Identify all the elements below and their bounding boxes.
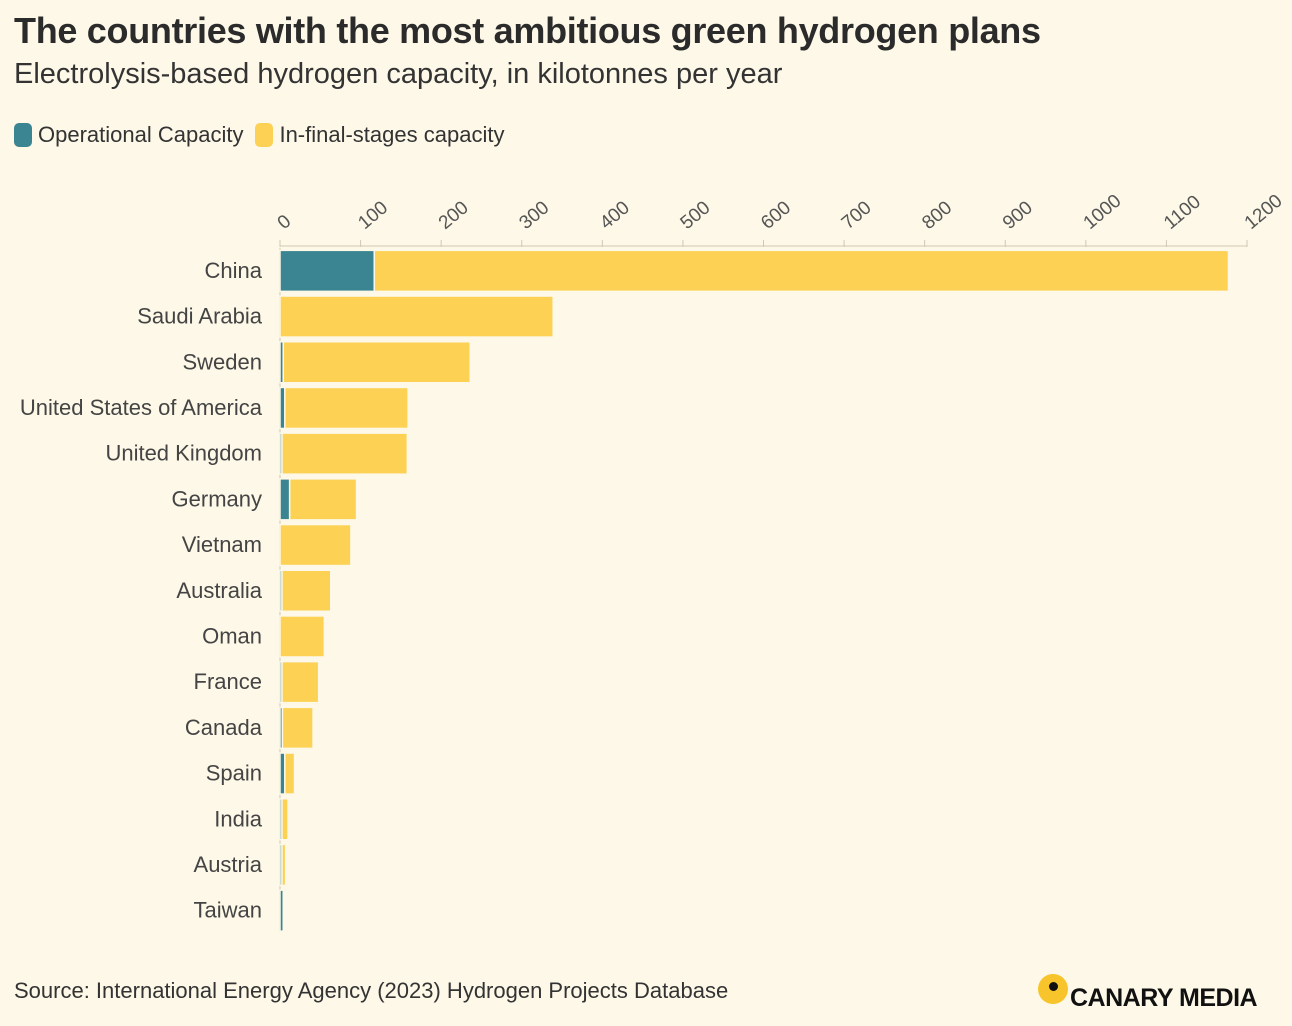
category-label: Spain [206, 761, 262, 786]
bar-final-stages [373, 249, 1230, 293]
bar-final-stages [281, 843, 287, 887]
x-tick-label: 600 [757, 197, 795, 233]
bar-final-stages [288, 478, 358, 521]
bar-final-stages [281, 660, 320, 704]
bar-final-stages [281, 798, 289, 841]
x-tick-label: 700 [838, 197, 876, 233]
bar-final-stages [279, 295, 554, 338]
chart-subtitle: Electrolysis-based hydrogen capacity, in… [14, 58, 783, 90]
canary-logo-icon [1038, 973, 1068, 1004]
legend-swatch-operational [14, 123, 32, 147]
category-label: Australia [176, 578, 262, 603]
x-tick-label: 200 [435, 197, 473, 233]
bar-final-stages [284, 386, 409, 430]
bar-final-stages [284, 752, 296, 795]
x-tick-label: 300 [515, 197, 553, 233]
logo-text: CANARY MEDIA [1070, 984, 1258, 1012]
category-label: Taiwan [194, 898, 262, 923]
chart-title: The countries with the most ambitious gr… [14, 10, 1041, 51]
x-tick-label: 1100 [1160, 191, 1205, 233]
category-label: United Kingdom [105, 441, 262, 466]
bar-final-stages [279, 523, 352, 567]
category-label: Sweden [182, 349, 262, 374]
category-label: India [214, 806, 262, 831]
category-label: Saudi Arabia [137, 304, 263, 329]
category-label: Oman [202, 623, 262, 648]
canary-media-logo: CANARY MEDIA [1038, 970, 1258, 1013]
category-label: Canada [185, 715, 263, 740]
bar-final-stages [281, 432, 409, 475]
category-label: China [205, 258, 263, 283]
bar-final-stages [282, 341, 471, 384]
legend-item-final-stages: In-final-stages capacity [255, 122, 504, 148]
legend-item-operational: Operational Capacity [14, 122, 243, 148]
category-label: France [194, 669, 262, 694]
bar-final-stages [281, 706, 314, 750]
category-label: Vietnam [182, 532, 262, 557]
bar-operational [279, 249, 376, 293]
x-tick-label: 1200 [1241, 191, 1287, 234]
source-note: Source: International Energy Agency (202… [14, 978, 729, 1003]
x-tick-label: 400 [596, 197, 634, 233]
legend-swatch-final-stages [255, 123, 274, 147]
bar-final-stages [279, 615, 326, 658]
x-tick-label: 900 [999, 197, 1037, 233]
category-label: United States of America [20, 395, 263, 420]
x-tick-label: 800 [918, 197, 956, 233]
x-tick-label: 1000 [1080, 191, 1126, 234]
x-tick-label: 0 [274, 211, 296, 234]
legend-label-operational: Operational Capacity [38, 122, 244, 147]
category-label: Germany [172, 486, 262, 511]
bar-final-stages [281, 569, 332, 612]
x-tick-label: 500 [677, 197, 715, 233]
bar-operational [279, 889, 284, 932]
legend: Operational Capacity In-final-stages cap… [14, 122, 504, 148]
legend-label-final-stages: In-final-stages capacity [279, 122, 505, 147]
category-label: Austria [194, 852, 263, 877]
bar-operational [279, 478, 291, 521]
x-tick-label: 100 [354, 197, 392, 233]
